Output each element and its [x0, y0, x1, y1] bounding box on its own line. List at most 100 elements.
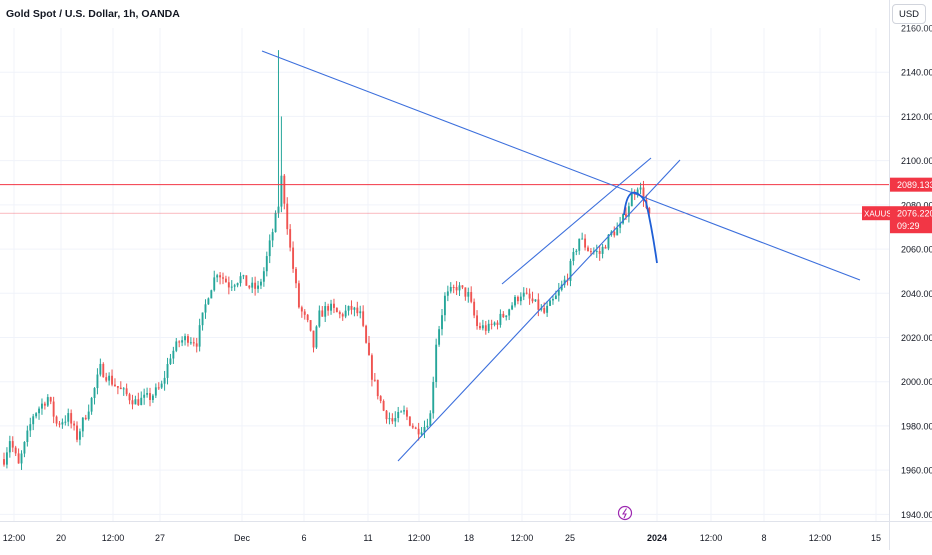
candle-body — [531, 298, 534, 302]
candle-body — [435, 344, 438, 383]
candle-body — [423, 427, 426, 433]
candle-body — [426, 425, 429, 428]
last-price-text: 2076.220 — [897, 209, 932, 219]
candle-body — [648, 207, 651, 214]
currency-button[interactable]: USD — [892, 4, 926, 24]
candle-body — [111, 375, 113, 385]
candle-body — [379, 396, 382, 401]
candle-body — [344, 310, 347, 317]
candle-body — [187, 336, 189, 343]
candle-body — [341, 314, 344, 317]
candle-body — [388, 418, 391, 420]
x-tick-label: 12:00 — [102, 533, 125, 543]
candle-body — [639, 187, 642, 190]
candle-body — [514, 296, 516, 306]
candle-body — [230, 286, 233, 288]
candle-body — [619, 223, 622, 228]
candle-body — [557, 289, 560, 296]
candle-body — [581, 238, 584, 240]
candle-body — [516, 296, 519, 302]
candle-body — [394, 418, 397, 422]
candle-body — [397, 411, 400, 419]
candle-body — [236, 283, 239, 286]
candle-body — [55, 416, 58, 424]
candle-body — [365, 325, 368, 343]
candle-body — [286, 203, 289, 230]
candle-body — [116, 386, 119, 388]
candle-body — [441, 315, 443, 330]
candle-body — [476, 315, 478, 327]
x-tick-label: 12:00 — [408, 533, 431, 543]
candle-body — [552, 298, 554, 301]
candle-body — [607, 234, 610, 249]
candle-body — [189, 342, 192, 344]
candle-body — [96, 374, 99, 389]
candle-body — [587, 247, 589, 252]
candle-body — [49, 397, 52, 402]
candle-body — [289, 229, 292, 248]
candle-body — [184, 336, 186, 341]
candle-body — [198, 325, 201, 347]
x-tick-label: 6 — [301, 533, 306, 543]
candle-body — [449, 286, 452, 292]
candle-body — [335, 307, 338, 313]
x-tick-label: 18 — [464, 533, 474, 543]
candle-body — [195, 343, 198, 347]
candle-body — [368, 342, 370, 356]
candle-body — [166, 364, 169, 378]
candle-body — [20, 453, 23, 464]
candle-body — [598, 251, 601, 254]
candle-body — [604, 246, 607, 249]
candle-body — [38, 408, 40, 414]
candle-body — [622, 214, 624, 224]
candle-body — [227, 282, 230, 288]
candle-body — [312, 330, 315, 348]
candle-body — [613, 231, 616, 236]
candle-body — [131, 400, 134, 405]
candle-body — [452, 286, 455, 288]
candle-body — [181, 340, 184, 343]
y-tick-label: 2100.000 — [901, 156, 932, 166]
candle-body — [391, 418, 394, 422]
channel-upper-trendline[interactable] — [501, 157, 652, 285]
symbol-label-tag — [862, 206, 890, 221]
event-marker-icon[interactable] — [617, 505, 633, 521]
candle-body — [537, 299, 540, 310]
x-tick-label: Dec — [234, 533, 251, 543]
y-tick-label: 2000.000 — [901, 377, 932, 387]
candle-body — [146, 393, 149, 395]
candle-body — [467, 292, 470, 297]
candle-body — [93, 388, 96, 398]
candle-body — [318, 310, 321, 327]
candle-body — [5, 452, 8, 465]
candle-body — [487, 323, 490, 331]
candle-body — [479, 326, 481, 329]
descending-trendline[interactable] — [261, 50, 861, 281]
projection-curve[interactable] — [623, 191, 658, 264]
candle-body — [295, 268, 297, 284]
candle-body — [245, 275, 248, 286]
candle-body — [330, 303, 332, 311]
candle-body — [461, 285, 464, 288]
candle-body — [490, 323, 493, 325]
candle-body — [458, 285, 461, 291]
y-tick-label: 2160.000 — [901, 24, 932, 34]
candle-body — [525, 292, 528, 294]
candle-body — [265, 256, 268, 272]
candle-body — [356, 307, 359, 314]
candle-body — [43, 403, 46, 406]
candle-body — [403, 410, 405, 412]
candle-body — [625, 214, 627, 217]
candle-body — [280, 175, 283, 207]
candle-body — [411, 425, 414, 428]
candle-body — [41, 403, 43, 409]
candle-body — [260, 281, 262, 286]
x-tick-label: 15 — [871, 533, 881, 543]
candle-body — [382, 400, 385, 411]
channel-lower-trendline[interactable] — [397, 159, 681, 462]
candle-body — [271, 232, 274, 241]
candle-body — [414, 427, 417, 429]
candle-body — [160, 383, 163, 388]
